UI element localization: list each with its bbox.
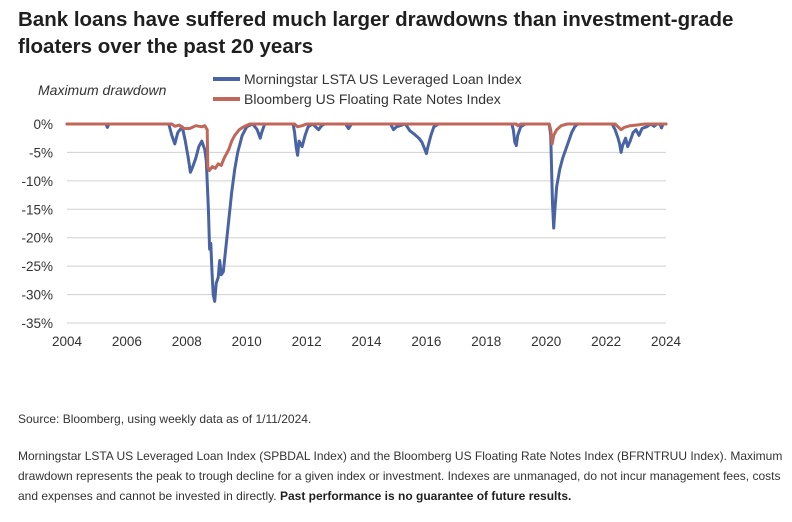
y-tick-labels: 0% -5% -10% -15% -20% -25% -30% -35% [21, 117, 53, 331]
x-tick-label: 2004 [52, 334, 83, 349]
y-tick-label: -15% [21, 202, 53, 217]
x-tick-label: 2014 [351, 334, 382, 349]
chart-title: Bank loans have suffered much larger dra… [18, 8, 734, 58]
x-tick-label: 2024 [651, 334, 682, 349]
legend-label-leveraged-loan: Morningstar LSTA US Leveraged Loan Index [244, 71, 522, 87]
y-tick-label: -25% [21, 259, 53, 274]
drawdown-chart: Morningstar LSTA US Leveraged Loan Index… [21, 71, 682, 349]
y-tick-label: 0% [33, 117, 53, 132]
y-tick-label: -35% [21, 316, 53, 331]
x-tick-label: 2008 [172, 334, 202, 349]
x-tick-labels: 2004 2006 2008 2010 2012 2014 2016 2018 2020 2022… [52, 334, 682, 349]
y-tick-label: -20% [21, 231, 53, 246]
y-tick-label: -10% [21, 174, 53, 189]
x-tick-label: 2006 [112, 334, 142, 349]
x-tick-label: 2020 [531, 334, 561, 349]
footnote: Morningstar LSTA US Leveraged Loan Index… [18, 446, 784, 506]
footnote-disclaimer: Past performance is no guarantee of futu… [279, 489, 572, 503]
x-tick-label: 2010 [232, 334, 262, 349]
y-axis-label: Maximum drawdown [38, 82, 167, 98]
footnote-text: Morningstar LSTA US Leveraged Loan Index… [18, 449, 783, 503]
x-tick-label: 2012 [292, 334, 322, 349]
legend: Morningstar LSTA US Leveraged Loan Index… [213, 71, 522, 107]
gridlines [67, 151, 666, 324]
source-note: Source: Bloomberg, using weekly data as … [18, 412, 312, 426]
leveraged-loan-line [65, 122, 668, 303]
y-tick-label: -5% [29, 145, 53, 160]
floating-rate-line [65, 122, 668, 173]
x-tick-label: 2018 [471, 334, 501, 349]
y-tick-label: -30% [21, 288, 53, 303]
series-lines [65, 122, 668, 303]
legend-label-floating-rate: Bloomberg US Floating Rate Notes Index [244, 91, 501, 107]
x-tick-label: 2016 [411, 334, 441, 349]
x-tick-label: 2022 [591, 334, 621, 349]
